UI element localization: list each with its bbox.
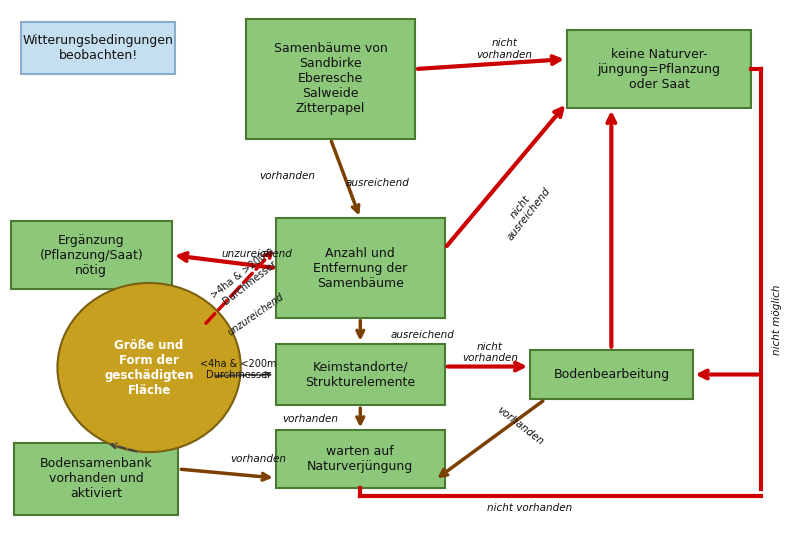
Text: vorhanden: vorhanden (230, 454, 286, 464)
FancyBboxPatch shape (10, 221, 172, 289)
Text: vorhanden: vorhanden (282, 414, 338, 424)
Ellipse shape (58, 283, 241, 452)
Text: nicht
ausreichend: nicht ausreichend (497, 179, 553, 242)
FancyBboxPatch shape (276, 430, 445, 488)
Text: Samenbäume von
Sandbirke
Eberesche
Salweide
Zitterpapel: Samenbäume von Sandbirke Eberesche Salwe… (274, 43, 387, 116)
Text: nicht
vorhanden: nicht vorhanden (477, 38, 533, 60)
Text: nicht möglich: nicht möglich (772, 285, 782, 355)
FancyBboxPatch shape (21, 22, 175, 74)
FancyBboxPatch shape (530, 349, 693, 399)
Text: ausreichend: ausreichend (346, 179, 410, 189)
Text: ausreichend: ausreichend (390, 330, 454, 340)
FancyBboxPatch shape (276, 343, 445, 405)
Text: unzureichend: unzureichend (226, 292, 286, 338)
Text: vorhanden: vorhanden (259, 170, 315, 180)
Text: warten auf
Naturverjüngung: warten auf Naturverjüngung (307, 445, 414, 473)
Text: nicht
vorhanden: nicht vorhanden (462, 342, 518, 363)
Text: <4ha & <200m
Durchmesser: <4ha & <200m Durchmesser (201, 359, 277, 380)
Text: keine Naturver-
jüngung=Pflanzung
oder Saat: keine Naturver- jüngung=Pflanzung oder S… (598, 48, 721, 91)
FancyBboxPatch shape (246, 19, 415, 139)
Text: unzureichend: unzureichend (222, 249, 292, 259)
Text: Ergänzung
(Pflanzung/Saat)
nötig: Ergänzung (Pflanzung/Saat) nötig (39, 233, 143, 276)
Text: >4ha & >200m
Durchmesser: >4ha & >200m Durchmesser (209, 246, 282, 310)
Text: vorhanden: vorhanden (494, 405, 545, 447)
FancyBboxPatch shape (567, 30, 751, 108)
FancyBboxPatch shape (14, 443, 178, 515)
Text: Witterungsbedingungen
beobachten!: Witterungsbedingungen beobachten! (23, 34, 174, 62)
Text: Größe und
Form der
geschädigten
Fläche: Größe und Form der geschädigten Fläche (104, 338, 194, 397)
Text: nicht vorhanden: nicht vorhanden (487, 503, 572, 513)
Text: Keimstandorte/
Strukturelemente: Keimstandorte/ Strukturelemente (306, 361, 415, 389)
Text: Anzahl und
Entfernung der
Samenbäume: Anzahl und Entfernung der Samenbäume (313, 247, 407, 290)
Text: Bodenbearbeitung: Bodenbearbeitung (554, 368, 670, 381)
FancyBboxPatch shape (276, 218, 445, 318)
Text: Bodensamenbank
vorhanden und
aktiviert: Bodensamenbank vorhanden und aktiviert (40, 457, 153, 500)
